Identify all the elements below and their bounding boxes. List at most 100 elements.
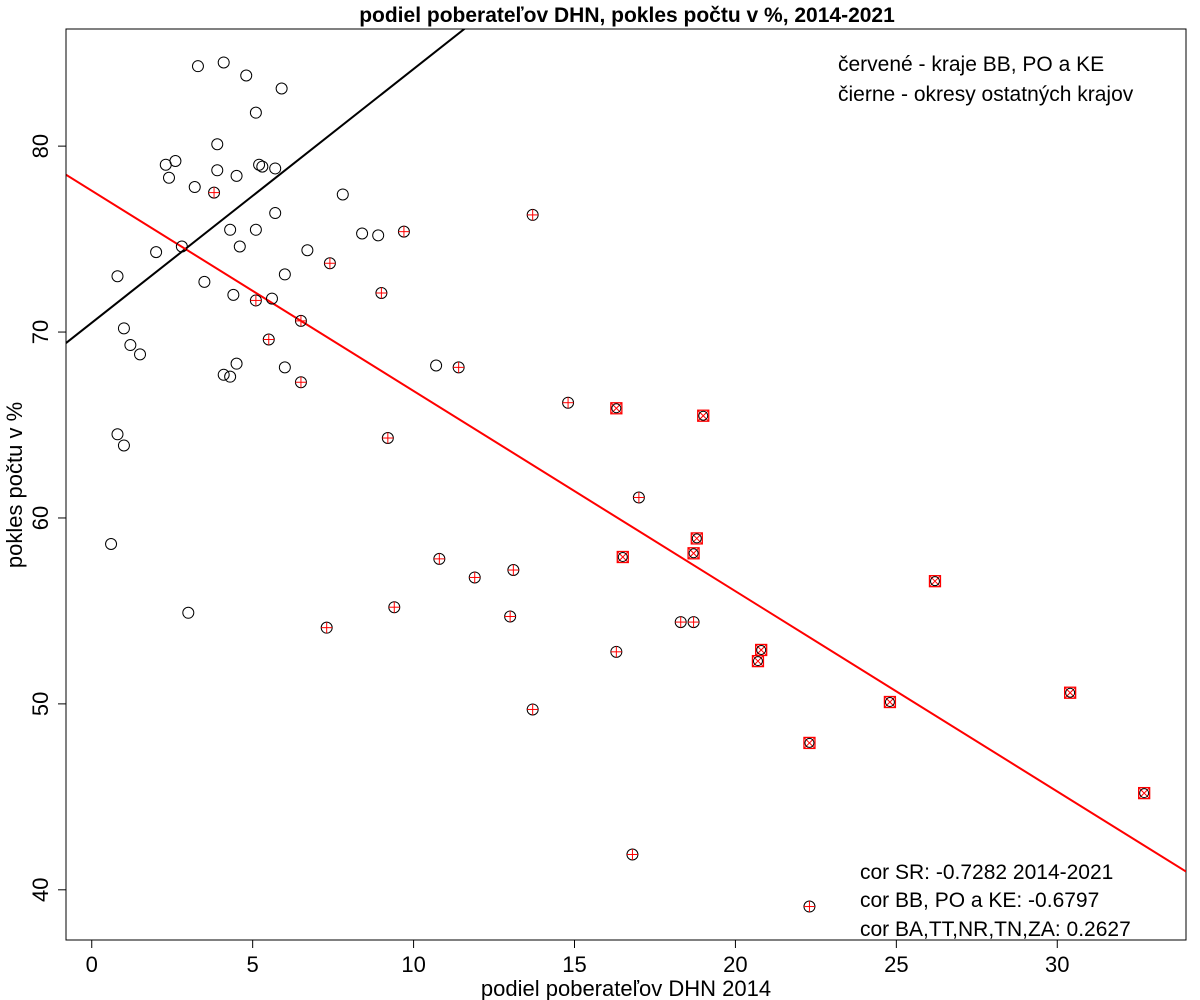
point-circle [698, 410, 709, 421]
data-point [105, 537, 118, 550]
data-point [111, 428, 124, 441]
data-point [468, 571, 481, 584]
data-point [610, 402, 623, 415]
data-point [610, 645, 623, 658]
point-cross-b [687, 547, 700, 560]
data-point [117, 322, 130, 335]
point-square [803, 736, 816, 750]
data-point [1138, 786, 1151, 800]
point-square [616, 550, 629, 564]
point-circle [162, 171, 175, 184]
point-circle [278, 361, 291, 374]
data-point [211, 138, 224, 151]
data-point [262, 333, 275, 346]
data-point [687, 616, 700, 629]
point-square [883, 695, 897, 709]
point-circle [217, 56, 230, 69]
point-circle [211, 164, 224, 177]
point-circle [253, 158, 266, 171]
x-tick-label: 10 [401, 952, 425, 977]
point-square [687, 547, 700, 560]
point-circle [227, 288, 240, 301]
data-point [211, 164, 224, 177]
point-circle [430, 359, 443, 372]
point-circle [188, 181, 201, 194]
point-cross-b [929, 575, 941, 588]
data-point [249, 223, 262, 236]
data-point [301, 244, 314, 257]
data-point [388, 601, 401, 614]
data-points [105, 56, 1151, 913]
point-circle [211, 138, 224, 151]
data-point [504, 610, 517, 623]
point-circle [301, 244, 314, 257]
chart-title: podiel poberateľov DHN, pokles počtu v %… [359, 4, 895, 27]
point-circle [688, 548, 699, 559]
point-circle [336, 188, 349, 201]
trend-line-fit_red [66, 173, 1186, 873]
data-point [124, 339, 137, 352]
data-point [117, 439, 130, 452]
data-point [526, 703, 539, 716]
x-tick-label: 0 [86, 952, 98, 977]
data-point [697, 409, 710, 422]
data-point [397, 225, 410, 238]
point-cross-b [610, 402, 623, 415]
point-circle [691, 533, 702, 544]
x-tick-label: 30 [1045, 952, 1069, 977]
x-tick-label: 15 [562, 952, 586, 977]
y-tick-label: 80 [28, 134, 53, 158]
data-point [320, 621, 333, 634]
trend-line-fit_black [66, 29, 466, 344]
point-circle [150, 246, 163, 259]
data-point [256, 160, 269, 173]
data-point [690, 532, 703, 545]
data-point [230, 169, 243, 182]
data-point [249, 294, 262, 307]
point-circle [111, 428, 124, 441]
point-circle [275, 82, 288, 95]
data-point [507, 564, 520, 577]
annotation-cor-bb-po-ke: cor BB, PO a KE: -0.6797 [860, 889, 1099, 912]
point-circle [233, 240, 246, 253]
data-point [224, 370, 237, 383]
point-cross-b [697, 409, 710, 422]
point-circle [1065, 687, 1076, 698]
point-circle [269, 162, 282, 175]
data-point [159, 158, 172, 171]
data-point [616, 550, 629, 564]
plot-frame [65, 28, 1187, 941]
point-cross-b [1064, 686, 1076, 699]
data-point [883, 695, 897, 709]
point-circle [884, 697, 895, 708]
y-tick-label: 70 [28, 320, 53, 344]
data-point [175, 240, 188, 253]
point-circle [265, 292, 278, 305]
point-circle [372, 229, 385, 242]
point-circle [224, 370, 237, 383]
point-circle [159, 158, 172, 171]
point-circle [1139, 788, 1150, 799]
point-circle [752, 656, 763, 667]
point-circle [111, 270, 124, 283]
x-tick-label: 25 [884, 952, 908, 977]
data-point [372, 229, 385, 242]
point-circle [182, 606, 195, 619]
point-circle [230, 357, 243, 370]
data-point [253, 158, 266, 171]
y-tick-label: 40 [28, 878, 53, 902]
data-point [188, 181, 201, 194]
data-point [294, 314, 307, 327]
data-point [562, 396, 575, 409]
x-tick-label: 20 [723, 952, 747, 977]
point-cross-b [884, 696, 896, 708]
y-tick-label: 50 [28, 692, 53, 716]
point-circle [175, 240, 188, 253]
data-point [336, 188, 349, 201]
data-point [217, 56, 230, 69]
annotation-cor-other: cor BA,TT,NR,TN,ZA: 0.2627 [860, 918, 1131, 941]
point-cross-b [752, 655, 764, 667]
y-axis: 40 50 60 70 80 [28, 134, 67, 902]
data-point [269, 207, 282, 220]
point-circle [230, 169, 243, 182]
